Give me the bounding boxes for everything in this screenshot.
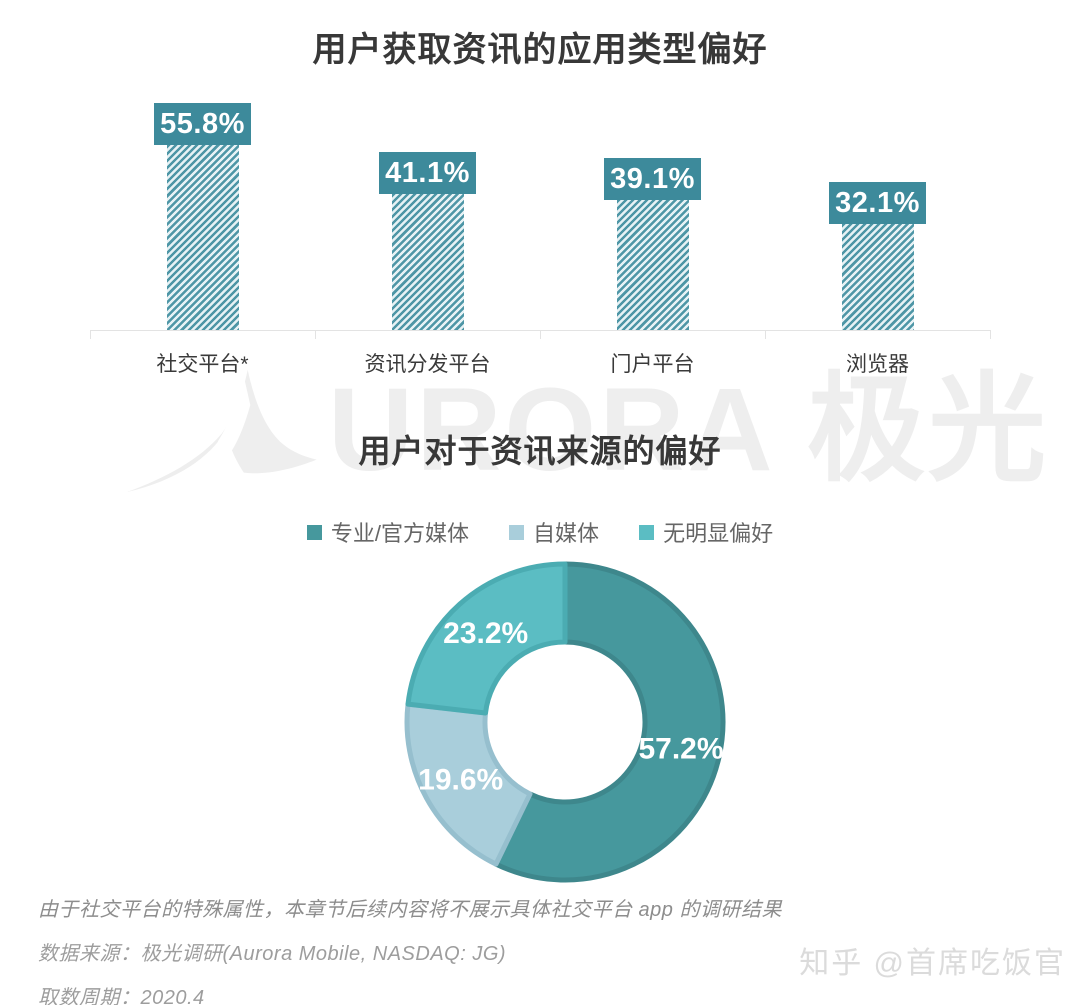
bar bbox=[391, 194, 464, 330]
bar-category-label: 门户平台 bbox=[610, 353, 695, 376]
legend-swatch bbox=[509, 524, 525, 540]
legend-label: 专业/官方媒体 bbox=[330, 521, 470, 546]
bar-value-badge: 55.8% bbox=[154, 103, 251, 145]
zhihu-watermark: 知乎 @首席吃饭官 bbox=[799, 947, 1066, 980]
donut-legend: 专业/官方媒体 自媒体 无明显偏好 bbox=[0, 516, 1080, 548]
bar-category-label: 浏览器 bbox=[846, 353, 909, 376]
donut-slice bbox=[405, 561, 568, 716]
footer-note: 由于社交平台的特殊属性，本章节后续内容将不展示具体社交平台 app 的调研结果 bbox=[38, 899, 782, 921]
bar-value-badge: 39.1% bbox=[604, 158, 701, 200]
legend-item: 自媒体 bbox=[509, 516, 599, 548]
legend-label: 自媒体 bbox=[533, 521, 600, 546]
donut-slice bbox=[493, 561, 726, 883]
axis-tick bbox=[315, 330, 316, 339]
bar-category-label: 资讯分发平台 bbox=[364, 353, 491, 376]
donut-svg: 57.2% 19.6% 23.2% bbox=[404, 561, 726, 883]
donut-chart-title: 用户对于资讯来源的偏好 bbox=[358, 433, 722, 469]
footer-source: 数据来源：极光调研(Aurora Mobile, NASDAQ: JG) bbox=[38, 943, 507, 965]
bar-chart-title: 用户获取资讯的应用类型偏好 bbox=[312, 31, 768, 69]
bar bbox=[166, 145, 239, 330]
donut-slice-label: 23.2% bbox=[443, 617, 528, 650]
bar bbox=[616, 200, 689, 330]
donut-chart: 57.2% 19.6% 23.2% bbox=[385, 542, 745, 902]
axis-tick bbox=[765, 330, 766, 339]
bar-value-badge: 41.1% bbox=[379, 152, 476, 194]
axis-tick bbox=[990, 330, 991, 339]
axis-tick bbox=[540, 330, 541, 339]
bar bbox=[841, 224, 914, 330]
bar-chart: 55.8% 41.1% 39.1% 32.1% bbox=[90, 95, 990, 330]
legend-swatch bbox=[639, 524, 655, 540]
bar-value-badge: 32.1% bbox=[829, 182, 926, 224]
legend-label: 无明显偏好 bbox=[663, 521, 774, 546]
bar-category-label: 社交平台* bbox=[156, 353, 249, 376]
legend-item: 专业/官方媒体 bbox=[306, 516, 470, 548]
footer-notes: 由于社交平台的特殊属性，本章节后续内容将不展示具体社交平台 app 的调研结果 … bbox=[38, 893, 782, 1005]
legend-swatch bbox=[306, 524, 322, 540]
donut-slice-label: 19.6% bbox=[418, 763, 503, 796]
footer-period: 取数周期：2020.4 bbox=[38, 987, 205, 1005]
legend-item: 无明显偏好 bbox=[639, 516, 773, 548]
donut-slice bbox=[404, 701, 533, 867]
axis-tick bbox=[90, 330, 91, 339]
donut-slice-label: 57.2% bbox=[638, 733, 723, 766]
